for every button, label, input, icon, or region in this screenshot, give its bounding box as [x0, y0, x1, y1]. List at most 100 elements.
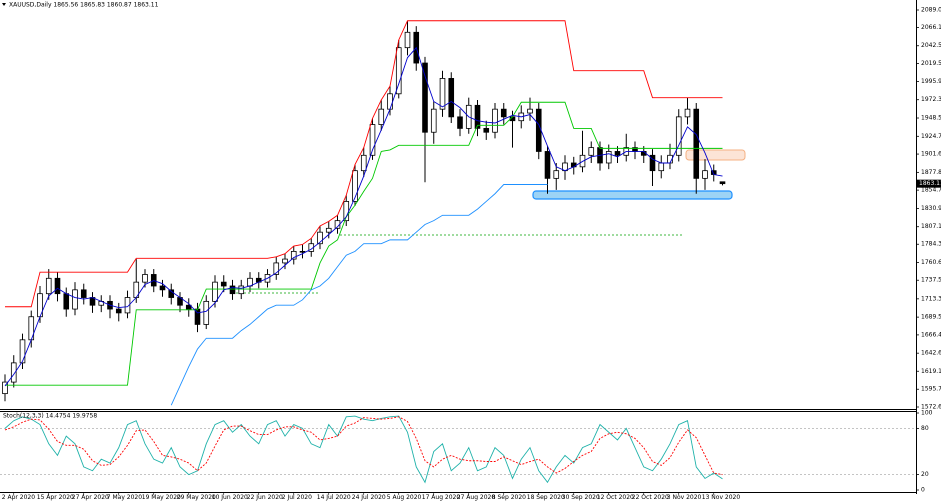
y-tick-label: 1737.50 — [921, 277, 941, 284]
candle-body — [702, 170, 708, 179]
candle-body — [378, 108, 385, 125]
last-price-label: 1863.11 — [919, 180, 941, 187]
candle-body — [684, 108, 691, 118]
x-tick-label: 5 Aug 2020 — [387, 494, 422, 501]
x-tick-label: 30 Sep 2020 — [562, 494, 600, 501]
candle-body — [474, 104, 481, 129]
candle-body — [369, 124, 376, 156]
y-tick-label: 0 — [921, 487, 925, 494]
x-tick-label: 14 Jul 2020 — [317, 494, 351, 501]
candle-body — [535, 108, 542, 152]
x-tick-label: 22 Oct 2020 — [632, 494, 669, 501]
candle-body — [527, 108, 533, 114]
x-tick-label: 7 May 2020 — [107, 494, 142, 501]
candle-body — [19, 339, 26, 364]
y-tick-label: 2066.10 — [921, 24, 941, 31]
x-tick-label: 24 Jul 2020 — [352, 494, 386, 501]
candle-body — [299, 250, 306, 253]
candle-body — [693, 108, 700, 179]
candle-body — [325, 227, 332, 233]
candle-body — [675, 116, 682, 156]
y-tick-label: 1666.40 — [921, 331, 941, 338]
candle-body — [229, 285, 236, 295]
symbol-marker — [2, 3, 6, 6]
candle-body — [54, 277, 61, 295]
candle-body — [483, 127, 490, 133]
x-tick-label: 12 Oct 2020 — [597, 494, 634, 501]
stoch-line — [4, 415, 723, 484]
y-tick-label: 1830.90 — [921, 205, 941, 212]
candle-body — [553, 170, 560, 179]
candle-body — [448, 78, 455, 118]
candle-body — [212, 281, 218, 302]
indicator-title: Stoch(12,3,3) 14.4754 19.9758 — [3, 413, 97, 420]
y-tick-label: 1713.30 — [921, 295, 941, 302]
candle-body — [649, 154, 656, 172]
indicator-line — [5, 20, 723, 308]
candle-body — [45, 277, 52, 295]
y-tick-label: 1689.50 — [921, 314, 941, 321]
x-tick-label: 29 May 2020 — [177, 494, 216, 501]
candle-body — [80, 289, 87, 298]
indicator-line — [4, 46, 723, 387]
x-tick-label: 13 Nov 2020 — [702, 494, 741, 501]
y-tick-label: 100 — [921, 410, 933, 417]
x-tick-label: 10 Jun 2020 — [212, 494, 248, 501]
candle-body — [115, 308, 122, 314]
y-tick-label: 1807.10 — [921, 223, 941, 230]
resistance-zone — [685, 149, 746, 161]
candle-body — [282, 258, 288, 264]
indicator-line — [5, 101, 723, 386]
candle-body — [588, 147, 595, 156]
support-zone — [532, 190, 733, 200]
candle-body — [72, 289, 78, 310]
y-tick-label: 1784.30 — [921, 241, 941, 248]
candle-body — [422, 62, 428, 133]
y-tick-label: 2089.00 — [921, 7, 941, 14]
candle-body — [404, 31, 411, 49]
y-tick-label: 1972.30 — [921, 96, 941, 103]
y-tick-label: 20 — [921, 471, 929, 478]
candle-body — [387, 93, 393, 110]
x-tick-label: 27 Aug 2020 — [457, 494, 496, 501]
candle-body — [185, 304, 192, 310]
candle-body — [658, 162, 665, 172]
y-tick-label: 1760.60 — [921, 259, 941, 266]
candle-body — [352, 170, 358, 202]
y-tick-label: 1642.60 — [921, 350, 941, 357]
y-tick-label: 1572.60 — [921, 404, 941, 411]
candle-body — [317, 231, 323, 245]
candle-body — [203, 300, 210, 325]
candle-body — [290, 250, 297, 260]
candle-body — [457, 116, 463, 129]
candle-body — [395, 47, 402, 95]
y-tick-label: 2042.50 — [921, 42, 941, 49]
x-tick-label: 22 Jun 2020 — [247, 494, 283, 501]
plot-area: 1572.60 1595.70 1619.10 1642.60 1666.40 1689.… — [0, 7, 941, 501]
y-tick-label: 1948.50 — [921, 115, 941, 122]
x-tick-label: 3 Nov 2020 — [667, 494, 702, 501]
y-tick-label: 1995.90 — [921, 78, 941, 85]
y-tick-label: 1877.80 — [921, 169, 941, 176]
candle-body — [492, 108, 498, 133]
candle-body — [63, 293, 70, 310]
candle-body — [124, 297, 131, 314]
candle-body — [2, 381, 8, 395]
y-tick-label: 1854.70 — [921, 187, 941, 194]
x-tick-label: 2 Apr 2020 — [2, 494, 35, 501]
candle-body — [10, 362, 17, 383]
x-tick-label: 27 Apr 2020 — [72, 494, 109, 501]
candle-body — [360, 154, 367, 172]
candle-body — [238, 285, 245, 295]
candle-body — [614, 151, 621, 156]
y-tick-label: 80 — [921, 425, 929, 432]
candle-body — [500, 108, 507, 118]
stoch-line — [4, 416, 723, 476]
x-tick-label: 18 Sep 2020 — [527, 494, 565, 501]
y-tick-label: 1595.70 — [921, 386, 941, 393]
x-tick-label: 19 May 2020 — [142, 494, 181, 501]
candle-body — [220, 281, 227, 287]
